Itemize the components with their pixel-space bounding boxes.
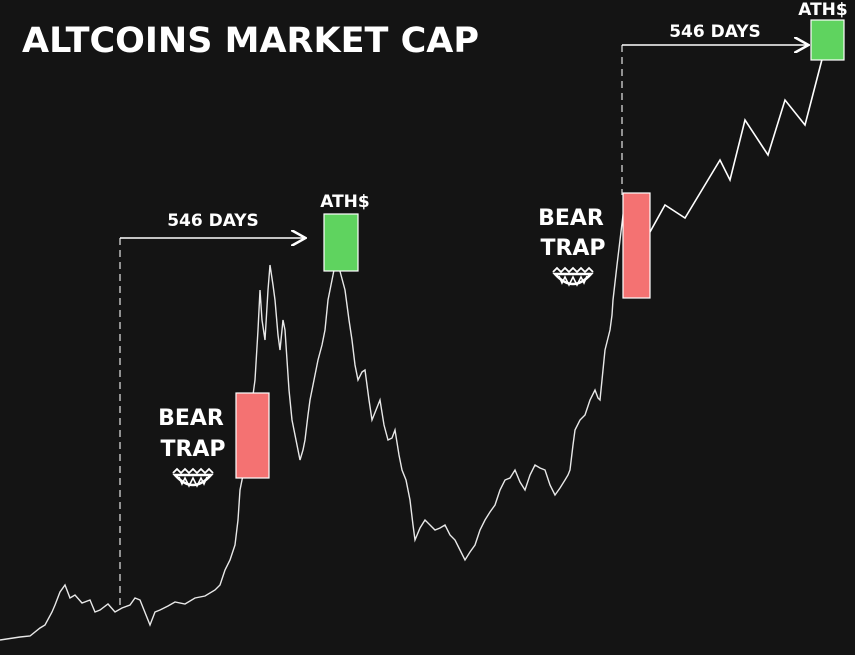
trap-label: BEAR bbox=[158, 406, 224, 431]
duration-label: 546 DAYS bbox=[669, 22, 761, 42]
trap-icon bbox=[551, 266, 595, 287]
ath-label: ATH$ bbox=[798, 0, 848, 20]
trap-label: TRAP bbox=[540, 236, 605, 261]
projection-line bbox=[649, 44, 826, 233]
ath-box bbox=[810, 19, 845, 61]
trap-label: BEAR bbox=[538, 206, 604, 231]
trap-box bbox=[235, 392, 270, 479]
trap-box bbox=[622, 192, 651, 299]
duration-label: 546 DAYS bbox=[167, 211, 259, 231]
trap-icon bbox=[171, 467, 215, 488]
trap-label: TRAP bbox=[160, 437, 225, 462]
ath-label: ATH$ bbox=[320, 192, 370, 212]
price-line bbox=[0, 199, 651, 641]
ath-box bbox=[323, 213, 359, 272]
chart-title: ALTCOINS MARKET CAP bbox=[22, 21, 479, 61]
